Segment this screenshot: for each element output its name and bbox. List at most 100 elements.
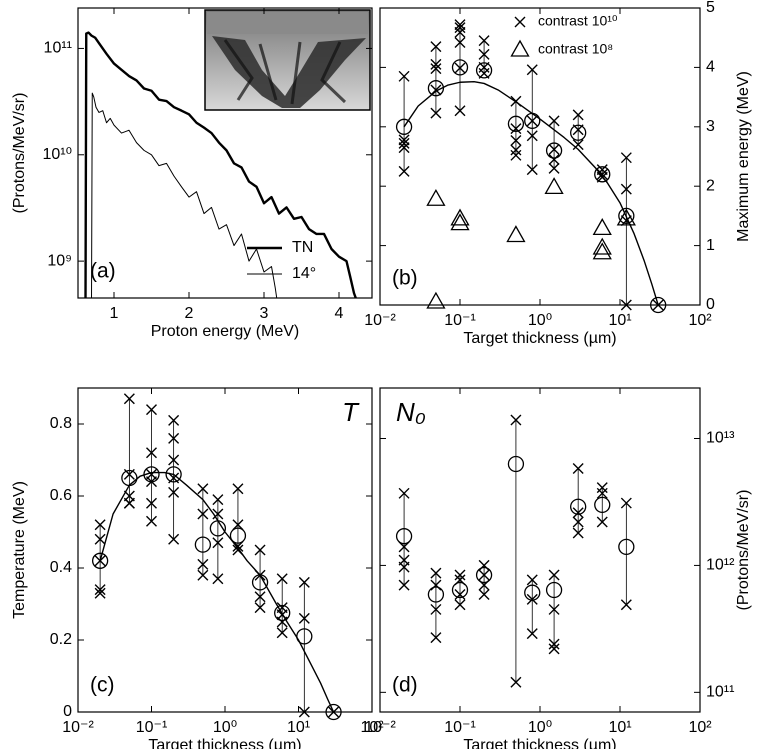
cross-stroke [94,533,106,545]
cross-marker [146,404,157,416]
data-line [403,80,659,305]
circle-marker [570,124,587,141]
cross-marker [232,483,244,495]
circle-marker [194,536,212,553]
cross-marker [572,527,584,539]
cross-marker [398,137,410,149]
cross-marker [510,123,522,135]
cross-stroke [298,576,310,588]
cross-stroke [430,603,442,615]
circle-marker [451,59,469,76]
cross-marker [454,19,466,31]
cross-stroke [454,22,466,34]
x-tick-label: 10⁻² [62,719,94,736]
cross-marker [548,143,560,155]
cross-marker [168,454,180,466]
x-tick-label: 10¹ [287,719,310,736]
cross-stroke [526,164,538,176]
cross-stroke [454,569,466,581]
triangle-marker [450,208,470,226]
cross-stroke [430,107,442,119]
triangle-marker [616,208,636,226]
cross-marker [430,603,442,615]
cross-stroke [168,533,180,545]
cross-marker [212,494,224,506]
panel-label: (a) [90,260,116,283]
cross-marker [572,109,584,121]
triangle-marker [592,242,612,260]
x-tick-label: 10⁻¹ [136,719,168,736]
y-tick-label: 0 [63,703,72,720]
cross-marker [478,589,490,601]
x-tick-label: 10¹ [608,312,631,329]
y-tick-label: 0.4 [50,559,72,576]
cross-stroke [430,41,442,53]
plot-frame [77,387,373,713]
panel-label: (d) [392,674,418,697]
y-tick-label: 1 [706,237,715,254]
cross-marker [596,168,608,180]
cross-stroke [620,299,632,311]
cross-marker [212,508,224,520]
cross-marker [430,632,442,644]
cross-stroke [454,19,466,31]
cross-marker [454,105,466,117]
panel-label: (c) [90,674,115,697]
y-tick-label: 10¹¹ [706,684,734,701]
x-tick-label: 10² [688,312,712,329]
cross-marker [572,463,584,475]
cross-stroke [146,497,157,509]
cross-marker [454,62,466,74]
cross-marker [254,591,266,603]
cross-stroke [596,516,608,528]
cross-marker [398,70,410,82]
triangle-marker [544,177,564,195]
cross-marker [398,561,410,573]
cross-stroke [232,519,244,531]
cross-marker [596,487,608,499]
cross-stroke [430,58,442,70]
cross-stroke [398,561,410,573]
cross-marker [478,48,490,60]
cross-stroke [526,628,538,640]
cross-stroke [526,593,538,605]
legend-label: TN [292,239,313,256]
cross-stroke [276,627,288,639]
cross-stroke [478,48,490,60]
cross-marker [454,599,466,611]
cross-stroke [510,676,522,688]
cross-marker [596,482,608,494]
cross-marker [197,508,209,520]
cross-marker [454,22,466,34]
cross-marker [212,573,224,585]
cross-stroke [454,599,466,611]
cross-stroke [398,487,410,499]
cross-stroke [478,589,490,601]
cross-stroke [254,544,266,556]
circle-marker [395,528,413,545]
cross-marker [548,153,560,165]
cross-stroke [572,507,584,519]
cross-stroke [572,516,584,528]
cross-marker [548,115,560,127]
cross-stroke [454,62,466,74]
y-tick-label: 10¹⁰ [42,146,72,163]
x-tick-label: 4 [335,305,344,322]
cross-stroke [548,162,560,174]
plot-frame [77,7,373,299]
cross-stroke [254,591,266,603]
cross-marker [620,599,632,611]
cross-stroke [620,183,632,195]
cross-marker [430,107,442,119]
cross-marker [526,574,538,586]
cross-marker [572,507,584,519]
circle-marker [594,496,611,514]
cross-marker [478,35,490,47]
cross-stroke [548,638,560,650]
y-tick-label: 3 [706,118,715,135]
cross-marker [548,603,560,615]
cross-marker [620,183,632,195]
cross-stroke [572,139,584,151]
cross-stroke [94,555,106,567]
circle-marker [451,581,469,599]
